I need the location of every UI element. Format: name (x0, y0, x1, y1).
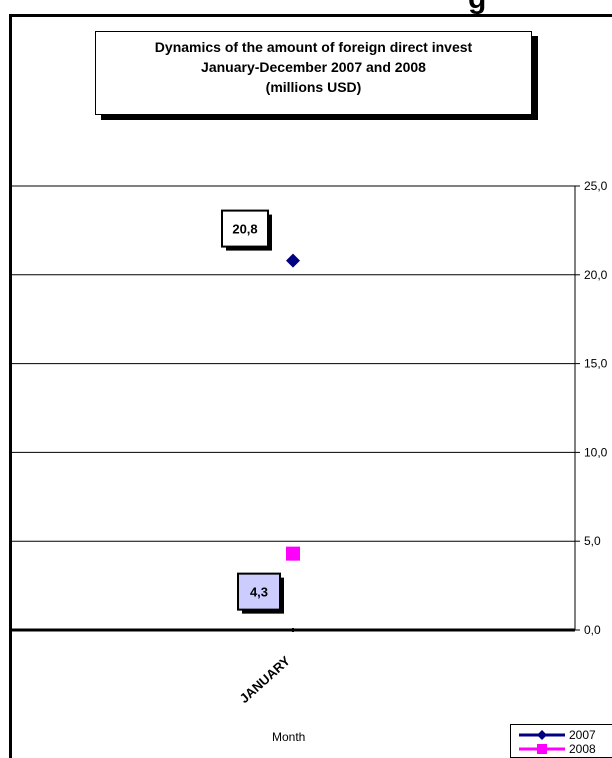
legend: 2007 2008 (510, 724, 612, 758)
x-tick-label: JANUARY (237, 653, 294, 706)
data-label-box (221, 209, 269, 248)
data-point-2007 (286, 253, 300, 268)
y-tick-label: 20,0 (584, 268, 608, 282)
cropped-header-text: g (468, 0, 486, 16)
data-label-2008: 4,3 (250, 585, 268, 600)
data-point-2008 (286, 546, 300, 561)
legend-label-2007: 2007 (569, 728, 596, 742)
y-tick-label: 0,0 (584, 623, 601, 637)
chart-title-line-2: January-December 2007 and 2008 (201, 59, 426, 75)
y-tick-label: 25,0 (584, 179, 608, 193)
x-axis-title: Month (272, 730, 306, 744)
chart-frame-left (9, 14, 12, 758)
legend-swatch-2008 (519, 744, 565, 754)
chart-title-line-3: (millions USD) (265, 79, 362, 95)
legend-item-2007: 2007 (511, 728, 611, 742)
y-tick-label: 15,0 (584, 357, 608, 371)
legend-item-2008: 2008 (511, 742, 611, 756)
data-label-2007: 20,8 (232, 222, 257, 237)
data-label-box (237, 572, 281, 611)
chart-title: Dynamics of the amount of foreign direct… (95, 31, 532, 115)
legend-swatch-2007 (519, 730, 565, 740)
y-tick-label: 10,0 (584, 445, 608, 459)
y-tick-label: 5,0 (584, 534, 601, 548)
legend-label-2008: 2008 (569, 742, 596, 756)
chart-frame-top (10, 14, 612, 17)
chart-title-line-1: Dynamics of the amount of foreign direct… (154, 39, 473, 55)
